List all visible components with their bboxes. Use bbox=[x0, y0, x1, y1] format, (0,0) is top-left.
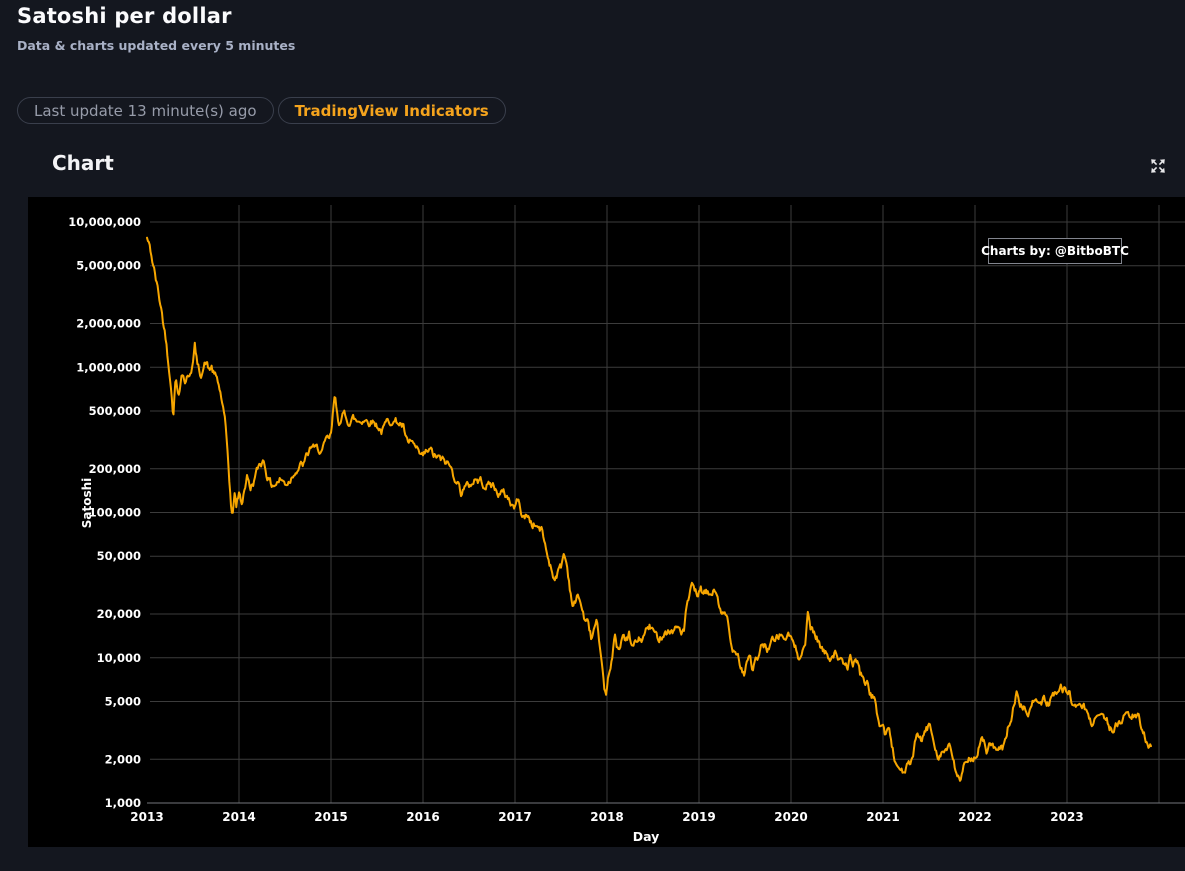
y-tick-label: 10,000,000 bbox=[68, 215, 141, 229]
y-tick-label: 1,000,000 bbox=[76, 360, 141, 374]
y-tick-label: 100,000 bbox=[89, 506, 141, 520]
price-line bbox=[146, 236, 1152, 782]
y-tick-label: 2,000 bbox=[105, 752, 141, 766]
y-tick-label: 200,000 bbox=[89, 462, 141, 476]
tradingview-indicators-button[interactable]: TradingView Indicators bbox=[277, 97, 506, 124]
x-axis-title: Day bbox=[633, 829, 660, 844]
x-tick-label: 2015 bbox=[314, 810, 347, 824]
chart-heading: Chart bbox=[52, 151, 114, 175]
page-subtitle: Data & charts updated every 5 minutes bbox=[17, 38, 296, 53]
x-tick-label: 2022 bbox=[958, 810, 991, 824]
toolbar: Last update 13 minute(s) ago TradingView… bbox=[17, 97, 506, 124]
x-tick-label: 2020 bbox=[774, 810, 807, 824]
y-tick-label: 5,000,000 bbox=[76, 259, 141, 273]
tradingview-indicators-label: TradingView Indicators bbox=[294, 101, 489, 120]
y-tick-label: 2,000,000 bbox=[76, 317, 141, 331]
expand-arrows-icon bbox=[1151, 159, 1165, 173]
y-axis-title: Satoshi bbox=[80, 478, 94, 529]
chart-canvas[interactable]: 10,000,000 5,000,000 2,000,000 1,000,000 500… bbox=[28, 197, 1185, 847]
x-tick-label: 2019 bbox=[682, 810, 715, 824]
chart-plot[interactable]: 10,000,000 5,000,000 2,000,000 1,000,000 500… bbox=[28, 197, 1185, 847]
y-tick-label: 20,000 bbox=[97, 607, 141, 621]
x-tick-label: 2017 bbox=[498, 810, 531, 824]
x-tick-label: 2023 bbox=[1050, 810, 1083, 824]
y-tick-label: 10,000 bbox=[97, 651, 141, 665]
expand-button[interactable] bbox=[1146, 155, 1170, 179]
x-tick-label: 2021 bbox=[866, 810, 899, 824]
last-update-badge: Last update 13 minute(s) ago bbox=[17, 97, 274, 124]
y-tick-label: 1,000 bbox=[105, 796, 141, 810]
y-tick-label: 5,000 bbox=[105, 694, 141, 708]
x-tick-label: 2014 bbox=[222, 810, 255, 824]
x-tick-label: 2018 bbox=[590, 810, 623, 824]
y-tick-label: 500,000 bbox=[89, 404, 141, 418]
page-title: Satoshi per dollar bbox=[17, 4, 232, 28]
last-update-label: Last update 13 minute(s) ago bbox=[34, 101, 257, 120]
chart-watermark: Charts by: @BitboBTC bbox=[981, 238, 1129, 264]
y-tick-label: 50,000 bbox=[97, 549, 141, 563]
x-tick-label: 2016 bbox=[406, 810, 439, 824]
x-tick-label: 2013 bbox=[130, 810, 163, 824]
